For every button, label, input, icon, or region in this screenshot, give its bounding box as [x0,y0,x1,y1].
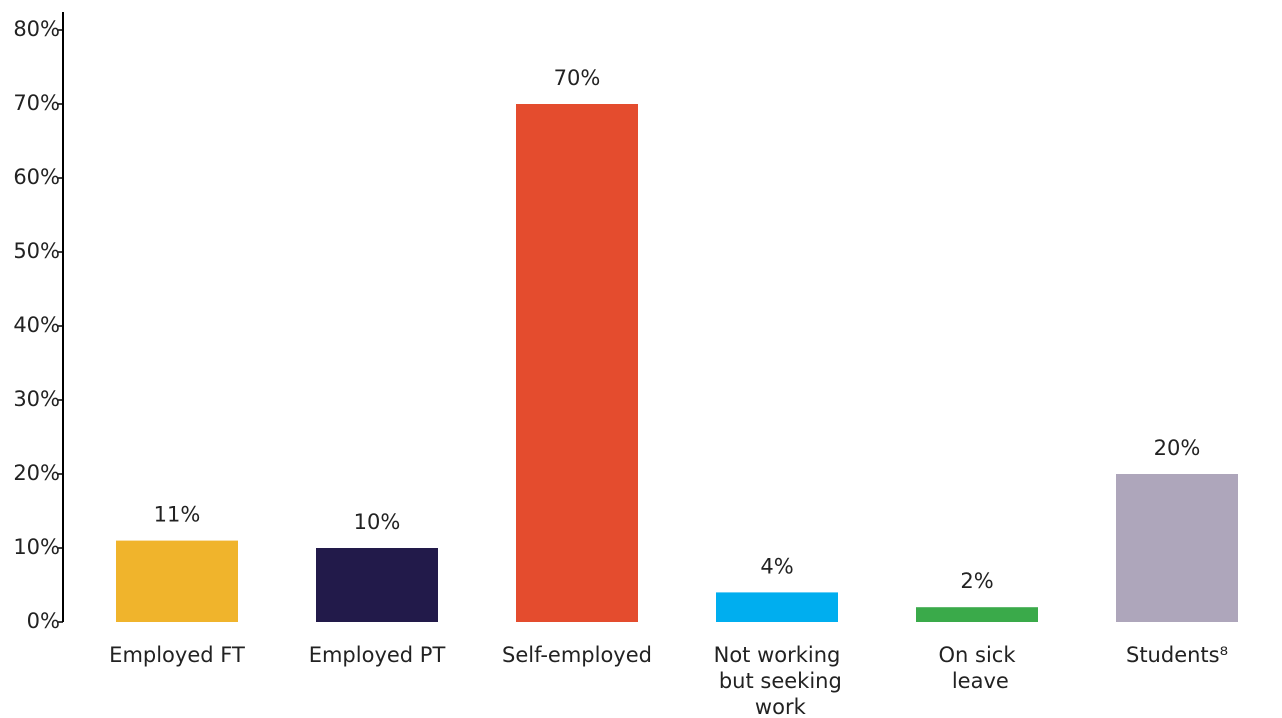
value-label: 2% [960,569,993,593]
x-tick-label: Students⁸ [1126,643,1228,667]
y-tick-label: 30% [13,387,60,411]
x-tick-label: Employed PT [309,643,446,667]
y-tick-label: 40% [13,313,60,337]
x-tick-label: On sick leave [939,643,1017,693]
y-tick-label: 20% [13,461,60,485]
value-label: 20% [1154,436,1201,460]
value-label: 4% [760,554,793,578]
y-tick-label: 50% [13,239,60,263]
bar [316,548,438,622]
y-tick-label: 70% [13,91,60,115]
y-tick-label: 0% [27,609,60,633]
bar [716,592,838,622]
x-tick-label: Employed FT [109,643,245,667]
y-tick-label: 60% [13,165,60,189]
x-tick-label: Self-employed [502,643,652,667]
bar [516,104,638,622]
bar [1116,474,1238,622]
x-tick-label: Not working but seeking work [712,643,842,718]
value-label: 70% [554,66,601,90]
bar [116,540,238,622]
y-tick-label: 10% [13,535,60,559]
bar [916,607,1038,622]
value-label: 10% [354,510,401,534]
value-label: 11% [154,503,201,527]
y-tick-label: 80% [13,17,60,41]
